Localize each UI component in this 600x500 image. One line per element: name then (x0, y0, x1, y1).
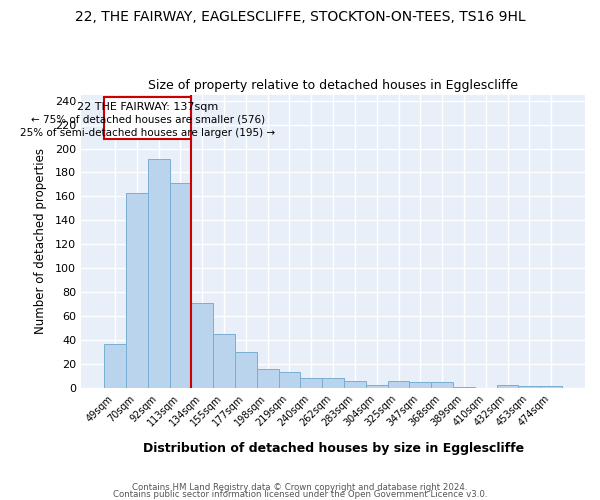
Text: Contains HM Land Registry data © Crown copyright and database right 2024.: Contains HM Land Registry data © Crown c… (132, 484, 468, 492)
Text: ← 75% of detached houses are smaller (576): ← 75% of detached houses are smaller (57… (31, 115, 265, 125)
Bar (191, 303, 213, 388)
Text: 22, THE FAIRWAY, EAGLESCLIFFE, STOCKTON-ON-TEES, TS16 9HL: 22, THE FAIRWAY, EAGLESCLIFFE, STOCKTON-… (74, 10, 526, 24)
Bar (540, 386, 562, 388)
Bar (322, 378, 344, 388)
Bar (126, 193, 148, 388)
Text: 25% of semi-detached houses are larger (195) →: 25% of semi-detached houses are larger (… (20, 128, 275, 138)
Bar (344, 381, 366, 388)
Text: Contains public sector information licensed under the Open Government Licence v3: Contains public sector information licen… (113, 490, 487, 499)
Bar (453, 387, 475, 388)
Bar (518, 386, 540, 388)
Text: 22 THE FAIRWAY: 137sqm: 22 THE FAIRWAY: 137sqm (77, 102, 218, 112)
X-axis label: Distribution of detached houses by size in Egglescliffe: Distribution of detached houses by size … (143, 442, 524, 455)
Title: Size of property relative to detached houses in Egglescliffe: Size of property relative to detached ho… (148, 79, 518, 92)
Bar (278, 372, 301, 388)
Bar (388, 381, 409, 388)
Bar (235, 352, 257, 388)
Bar (104, 344, 126, 389)
Y-axis label: Number of detached properties: Number of detached properties (34, 148, 47, 334)
Bar (170, 184, 191, 388)
Bar (301, 378, 322, 388)
Bar (409, 382, 431, 388)
Bar (366, 384, 388, 388)
FancyBboxPatch shape (104, 97, 191, 139)
Bar (148, 160, 170, 388)
Bar (257, 369, 278, 388)
Bar (213, 334, 235, 388)
Bar (497, 384, 518, 388)
Bar (431, 382, 453, 388)
